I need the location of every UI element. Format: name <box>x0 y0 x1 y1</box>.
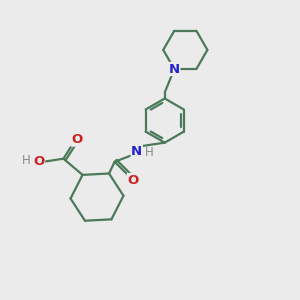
Text: N: N <box>169 62 180 76</box>
Text: N: N <box>131 145 142 158</box>
Text: O: O <box>127 173 139 187</box>
Text: O: O <box>71 133 82 146</box>
Text: O: O <box>33 155 45 168</box>
Text: H: H <box>22 154 30 167</box>
Text: H: H <box>145 146 154 159</box>
